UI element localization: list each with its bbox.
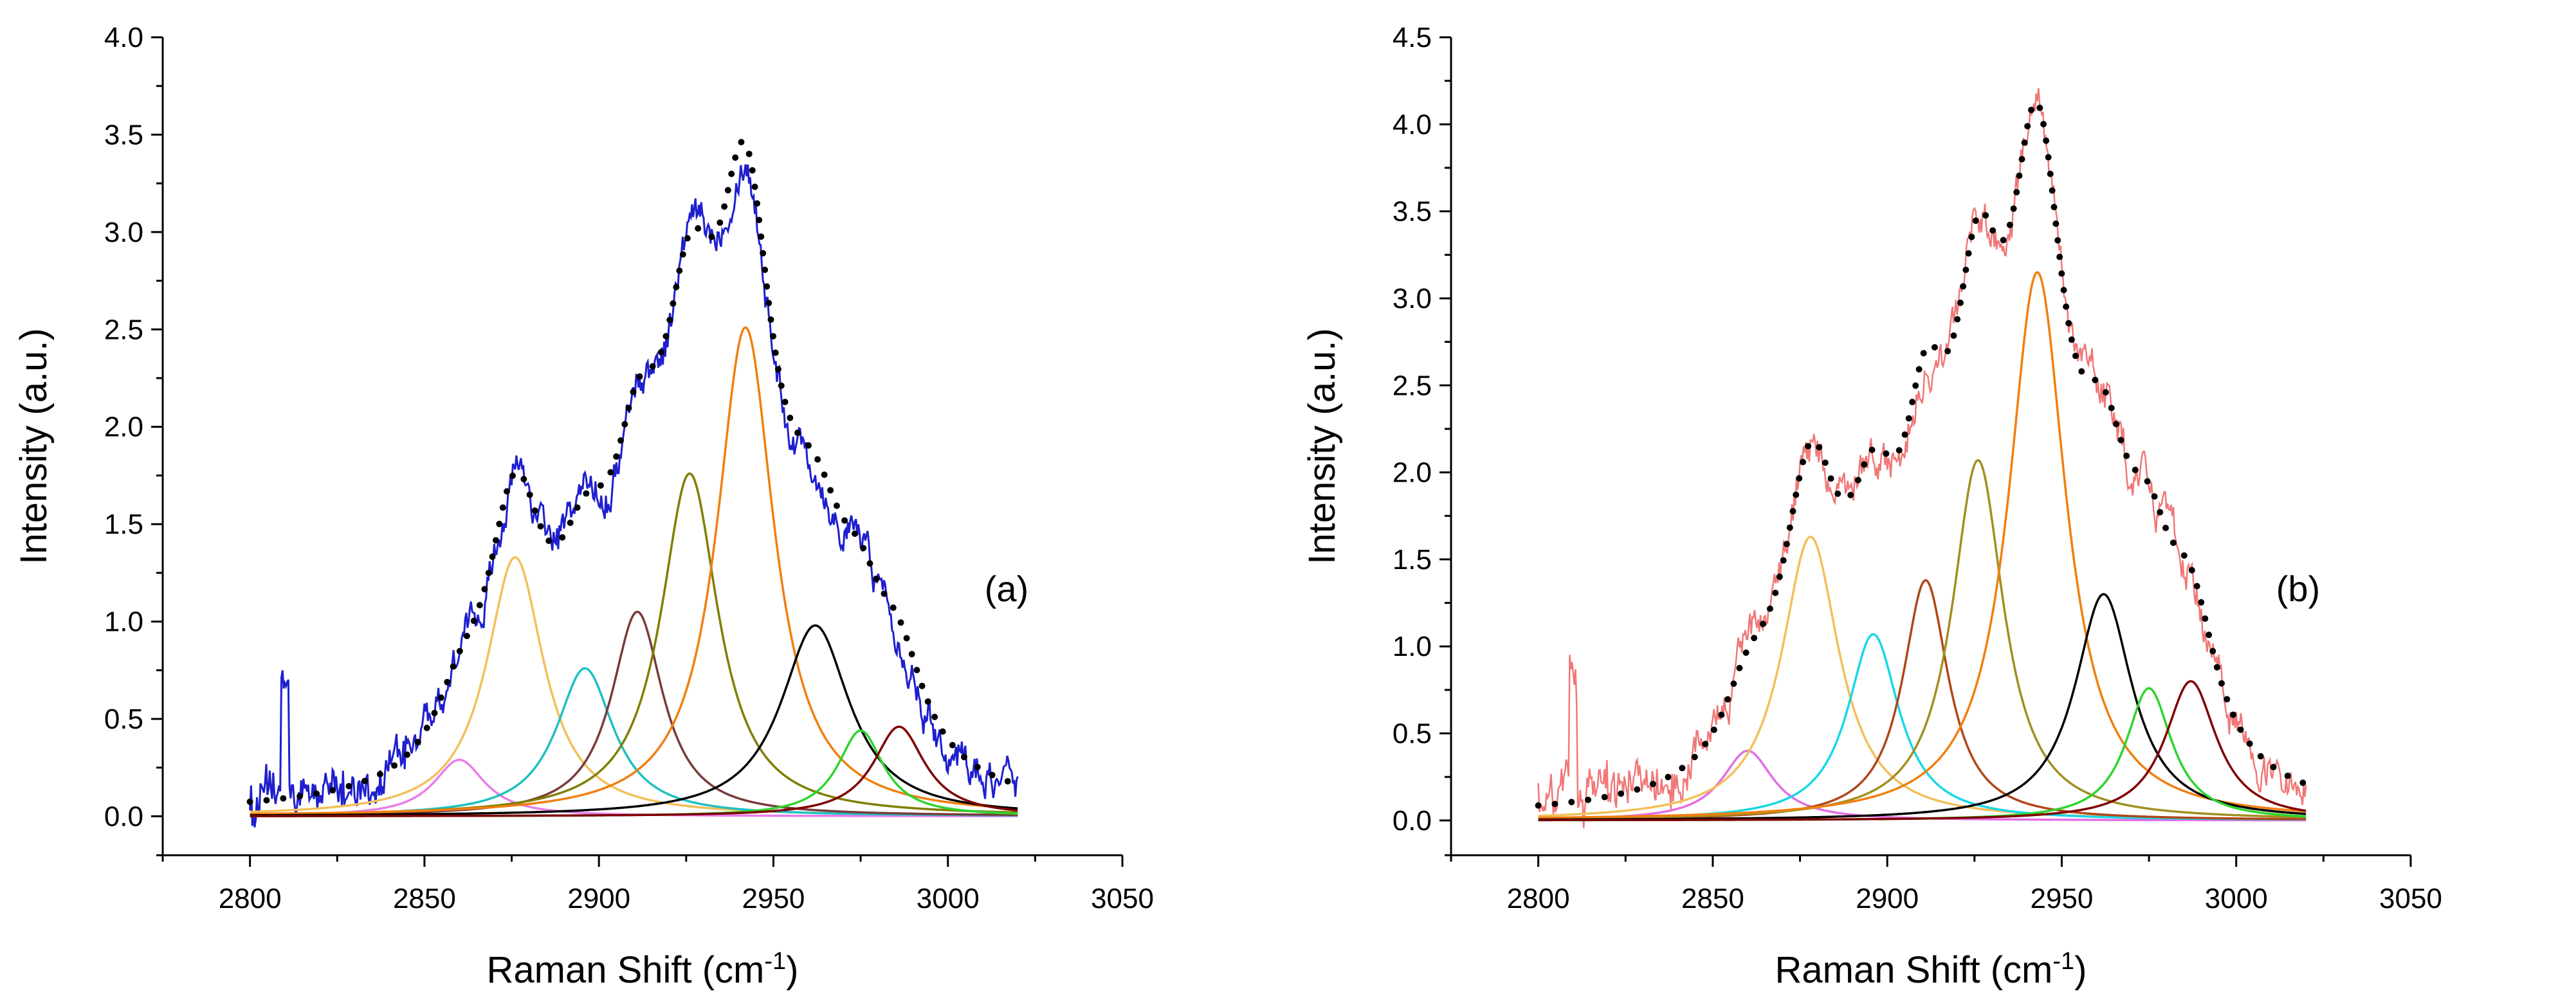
y-tick-label: 3.0 bbox=[1393, 283, 1432, 314]
x-tick-label: 3050 bbox=[1091, 883, 1154, 914]
y-tick-label: 0.5 bbox=[1393, 718, 1432, 750]
peak-curve bbox=[1538, 633, 2307, 821]
y-tick-label: 3.5 bbox=[1393, 196, 1432, 228]
y-axis-title: Intensity (a.u.) bbox=[1301, 328, 1343, 564]
x-axis-title: Raman Shift (cm-1) bbox=[486, 948, 798, 991]
y-tick-label: 4.0 bbox=[1393, 109, 1432, 140]
y-tick-label: 1.0 bbox=[104, 606, 143, 638]
chart-panel-b: 2800 2850 2900 2950 3000 3050 0.0 0.5 1.0 1.5 2.0 2… bbox=[1288, 0, 2576, 1007]
y-tick-label: 1.5 bbox=[1393, 544, 1432, 576]
y-tick-label: 2.0 bbox=[1393, 457, 1432, 489]
panel-label: (b) bbox=[2276, 568, 2320, 609]
y-tick-label: 2.5 bbox=[1393, 370, 1432, 401]
cumulative-fit-line bbox=[246, 138, 1021, 805]
x-tick-label: 2900 bbox=[567, 883, 630, 914]
y-axis-title: Intensity (a.u.) bbox=[13, 328, 55, 564]
x-tick-label: 2800 bbox=[219, 883, 282, 914]
y-tick-label: 0.5 bbox=[104, 703, 143, 735]
peak-curve bbox=[250, 624, 1018, 817]
peak-curve bbox=[1538, 458, 2307, 820]
peak-curve bbox=[250, 725, 1018, 817]
x-tick-label: 2950 bbox=[742, 883, 805, 914]
y-tick-label: 0.0 bbox=[1393, 805, 1432, 837]
chart-panel-a: 2800 2850 2900 2950 3000 3050 0.0 0.5 1.0 1.5 2.0 2… bbox=[13, 22, 1154, 991]
panel-label: (a) bbox=[985, 568, 1028, 609]
x-tick-label: 3000 bbox=[2205, 883, 2268, 914]
x-tick-label: 2950 bbox=[2031, 883, 2094, 914]
peak-curve bbox=[250, 326, 1018, 815]
chart-b-svg: 2800 2850 2900 2950 3000 3050 0.0 0.5 1.0 1.5 2.0 2… bbox=[1301, 22, 2442, 991]
measured-spectrum-line bbox=[1537, 87, 2307, 829]
peak-curve bbox=[250, 472, 1018, 815]
measured-spectrum-line bbox=[249, 164, 1019, 828]
x-tick-label: 3050 bbox=[2379, 883, 2442, 914]
peak-curve bbox=[250, 610, 1018, 817]
y-tick-label: 2.0 bbox=[104, 412, 143, 443]
x-tick-label: 2850 bbox=[1681, 883, 1744, 914]
x-tick-label: 3000 bbox=[917, 883, 980, 914]
y-tick-label: 1.0 bbox=[1393, 631, 1432, 662]
x-axis-title: Raman Shift (cm-1) bbox=[1775, 948, 2087, 991]
cumulative-fit-line bbox=[1535, 98, 2310, 809]
peak-curve bbox=[1538, 687, 2307, 822]
peak-curve bbox=[250, 556, 1018, 817]
y-tick-label: 3.0 bbox=[104, 217, 143, 248]
chart-a-svg: 2800 2850 2900 2950 3000 3050 0.0 0.5 1.0 1.5 2.0 2… bbox=[13, 22, 1154, 991]
x-tick-label: 2850 bbox=[393, 883, 456, 914]
y-tick-label: 1.5 bbox=[104, 509, 143, 540]
x-tick-label: 2800 bbox=[1507, 883, 1570, 914]
y-tick-label: 2.5 bbox=[104, 314, 143, 345]
peak-curve bbox=[1538, 680, 2307, 822]
y-tick-label: 3.5 bbox=[104, 119, 143, 150]
y-tick-label: 0.0 bbox=[104, 801, 143, 832]
peak-curve bbox=[1538, 271, 2307, 819]
y-tick-label: 4.0 bbox=[104, 22, 143, 53]
y-tick-label: 4.5 bbox=[1393, 22, 1432, 53]
x-tick-label: 2900 bbox=[1856, 883, 1919, 914]
